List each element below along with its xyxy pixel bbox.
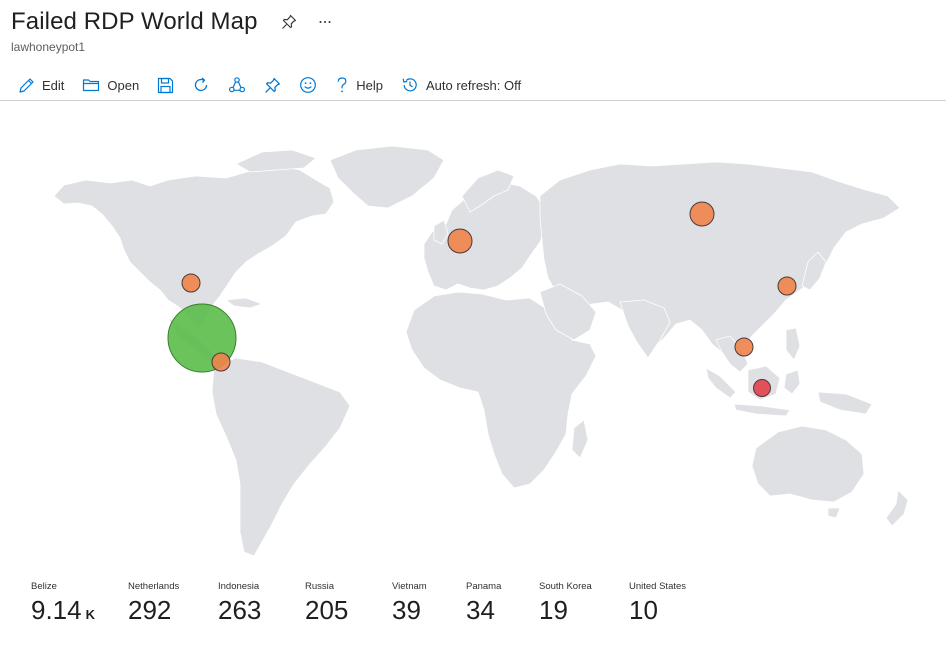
africa-landmass <box>405 291 597 489</box>
sumatra-landmass <box>705 367 737 399</box>
stat-name: Indonesia <box>218 581 260 592</box>
stat-value: 19 <box>539 595 568 625</box>
bubble-russia[interactable] <box>689 201 715 227</box>
stat-south-korea[interactable]: South Korea 19 <box>539 581 592 626</box>
refresh-button[interactable] <box>182 70 218 100</box>
page-title: Failed RDP World Map <box>11 8 258 35</box>
auto-refresh-label: Auto refresh: Off <box>425 77 522 93</box>
stat-vietnam[interactable]: Vietnam 39 <box>392 581 427 626</box>
feedback-button[interactable] <box>289 70 325 100</box>
pin-icon <box>265 77 281 93</box>
title-actions <box>278 11 336 33</box>
stat-belize[interactable]: Belize 9.14 K <box>31 581 95 626</box>
india-landmass <box>619 299 671 359</box>
help-label: Help <box>356 77 383 93</box>
bubble-vietnam[interactable] <box>734 337 754 357</box>
stat-panama[interactable]: Panama 34 <box>466 581 501 626</box>
help-button[interactable]: Help <box>325 70 391 100</box>
stat-name: Netherlands <box>128 581 180 592</box>
stat-unit: K <box>85 607 95 622</box>
tasmania-landmass <box>827 507 841 519</box>
asia-landmass <box>539 161 901 355</box>
north-america-landmass <box>53 165 335 331</box>
toolbar-divider <box>0 100 946 101</box>
stat-name: Panama <box>466 581 502 592</box>
auto-refresh-button[interactable]: Auto refresh: Off <box>391 70 529 100</box>
share-button[interactable] <box>218 70 254 100</box>
south-america-landmass <box>211 357 351 557</box>
australia-landmass <box>751 425 865 503</box>
bubble-united-states[interactable] <box>181 273 201 293</box>
stat-name: Vietnam <box>392 581 427 592</box>
stat-name: Russia <box>305 581 335 592</box>
bubble-south-korea[interactable] <box>777 276 797 296</box>
edit-label: Edit <box>42 77 65 93</box>
stat-value: 34 <box>466 595 495 625</box>
uk-landmass <box>433 219 449 245</box>
command-bar: Edit Open Help Auto refresh: Off <box>8 70 946 100</box>
stat-name: Belize <box>31 581 57 592</box>
world-map[interactable] <box>0 120 946 570</box>
share-icon <box>229 77 246 93</box>
question-icon <box>337 77 347 93</box>
java-landmass <box>733 403 791 417</box>
pin-icon[interactable] <box>278 11 300 33</box>
new-zealand-landmass <box>885 489 909 527</box>
bubble-indonesia[interactable] <box>753 379 771 397</box>
southeast-asia-landmass <box>715 335 749 373</box>
japan-landmass <box>801 251 827 291</box>
save-button[interactable] <box>147 70 182 100</box>
stat-united-states[interactable]: United States 10 <box>629 581 686 626</box>
new-guinea-landmass <box>817 391 873 415</box>
save-icon <box>158 77 174 93</box>
edit-button[interactable]: Edit <box>8 70 72 100</box>
stat-value: 9.14 <box>31 595 82 625</box>
history-icon <box>402 78 417 92</box>
pencil-icon <box>19 77 34 93</box>
stat-value: 292 <box>128 595 172 625</box>
arctic-islands-landmass <box>235 149 317 173</box>
open-button[interactable]: Open <box>72 70 147 100</box>
stat-value: 205 <box>305 595 349 625</box>
refresh-icon <box>195 77 208 92</box>
sulawesi-landmass <box>783 369 801 395</box>
philippines-landmass <box>785 327 801 361</box>
scandinavia-landmass <box>461 169 515 213</box>
stat-russia[interactable]: Russia 205 <box>305 581 348 626</box>
smiley-icon <box>300 77 317 93</box>
stat-name: South Korea <box>539 581 592 592</box>
stat-netherlands[interactable]: Netherlands 292 <box>128 581 179 626</box>
stat-value: 10 <box>629 595 658 625</box>
cuba-landmass <box>225 297 263 309</box>
pin-to-dashboard-button[interactable] <box>254 70 289 100</box>
stat-value: 39 <box>392 595 421 625</box>
folder-open-icon <box>83 79 100 92</box>
stat-indonesia[interactable]: Indonesia 263 <box>218 581 261 626</box>
bubble-netherlands[interactable] <box>447 228 473 254</box>
madagascar-landmass <box>571 419 589 459</box>
greenland-landmass <box>329 145 445 209</box>
title-row: Failed RDP World Map <box>11 8 336 36</box>
open-label: Open <box>107 77 140 93</box>
arabia-landmass <box>539 283 597 341</box>
bubble-panama[interactable] <box>211 352 231 372</box>
page-subtitle: lawhoneypot1 <box>11 40 86 54</box>
more-options-icon[interactable] <box>314 11 336 33</box>
stat-value: 263 <box>218 595 262 625</box>
stat-name: United States <box>629 581 687 592</box>
